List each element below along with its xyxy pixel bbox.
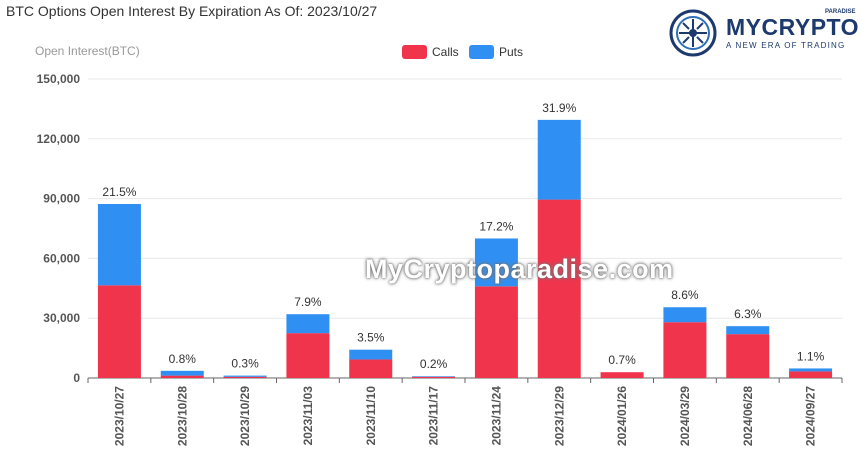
y-tick-label: 0 (73, 371, 80, 385)
bar-calls (286, 333, 330, 378)
bar-puts (223, 375, 267, 377)
logo-tagline: A NEW ERA OF TRADING (726, 41, 846, 50)
data-label: 0.8% (169, 352, 197, 366)
legend-swatch-calls (402, 45, 427, 59)
legend-label-calls: Calls (432, 45, 459, 59)
bar-calls (537, 199, 581, 378)
bar-calls (600, 372, 644, 378)
globe-icon (669, 9, 717, 57)
bar-calls (663, 322, 707, 378)
x-tick-label: 2023/10/28 (175, 386, 189, 446)
data-label: 7.9% (294, 295, 322, 309)
data-label: 17.2% (479, 219, 513, 233)
bar-puts (349, 349, 393, 360)
x-tick-label: 2023/10/29 (238, 386, 252, 446)
data-label: 0.7% (608, 353, 636, 367)
x-tick-label: 2024/03/29 (678, 386, 692, 446)
y-tick-label: 90,000 (43, 192, 80, 206)
x-tick-label: 2024/06/28 (741, 386, 755, 446)
y-tick-label: 150,000 (37, 72, 81, 86)
legend-swatch-puts (469, 45, 494, 59)
bar-calls (349, 359, 393, 378)
bar-calls (97, 285, 141, 378)
bar-calls (789, 371, 833, 378)
y-axis-label: Open Interest(BTC) (35, 44, 140, 58)
data-label: 21.5% (102, 185, 136, 199)
x-tick-label: 2023/11/10 (364, 386, 378, 446)
data-label: 8.6% (671, 288, 699, 302)
bar-puts (412, 376, 456, 377)
bar-puts (789, 368, 833, 372)
y-tick-label: 60,000 (43, 251, 80, 265)
data-label: 3.5% (357, 331, 385, 345)
bar-puts (97, 203, 141, 286)
y-tick-label: 120,000 (37, 132, 81, 146)
y-tick-label: 30,000 (43, 311, 80, 325)
data-label: 1.1% (797, 349, 825, 363)
bar-calls (160, 375, 204, 378)
watermark: MyCryptoparadise.com (365, 254, 674, 284)
bar-calls (474, 286, 518, 378)
chart-title: BTC Options Open Interest By Expiration … (6, 3, 378, 19)
data-label: 31.9% (542, 101, 576, 115)
bar-puts (726, 326, 770, 335)
bar-calls (223, 376, 267, 378)
logo-sub: PARADISE (825, 9, 856, 15)
x-tick-label: 2023/11/17 (427, 386, 441, 446)
bar-puts (160, 370, 204, 376)
x-tick-label: 2023/11/24 (489, 386, 503, 446)
bar-calls (726, 334, 770, 378)
bar-calls (412, 376, 456, 378)
data-label: 0.2% (420, 357, 448, 371)
x-tick-label: 2024/09/27 (804, 386, 818, 446)
bar-puts (663, 307, 707, 323)
data-label: 0.3% (231, 357, 259, 371)
legend-label-puts: Puts (499, 45, 523, 59)
bar-puts (537, 119, 581, 200)
x-tick-label: 2023/10/27 (112, 386, 126, 446)
logo-brand: MYCRYPTO (726, 14, 860, 40)
brand-logo: PARADISE MYCRYPTO A NEW ERA OF TRADING (666, 9, 860, 57)
x-tick-label: 2024/01/26 (615, 386, 629, 446)
x-tick-label: 2023/12/29 (552, 386, 566, 446)
x-tick-label: 2023/11/03 (301, 386, 315, 446)
bar-puts (474, 238, 518, 287)
data-label: 6.3% (734, 307, 762, 321)
bar-puts (286, 314, 330, 334)
